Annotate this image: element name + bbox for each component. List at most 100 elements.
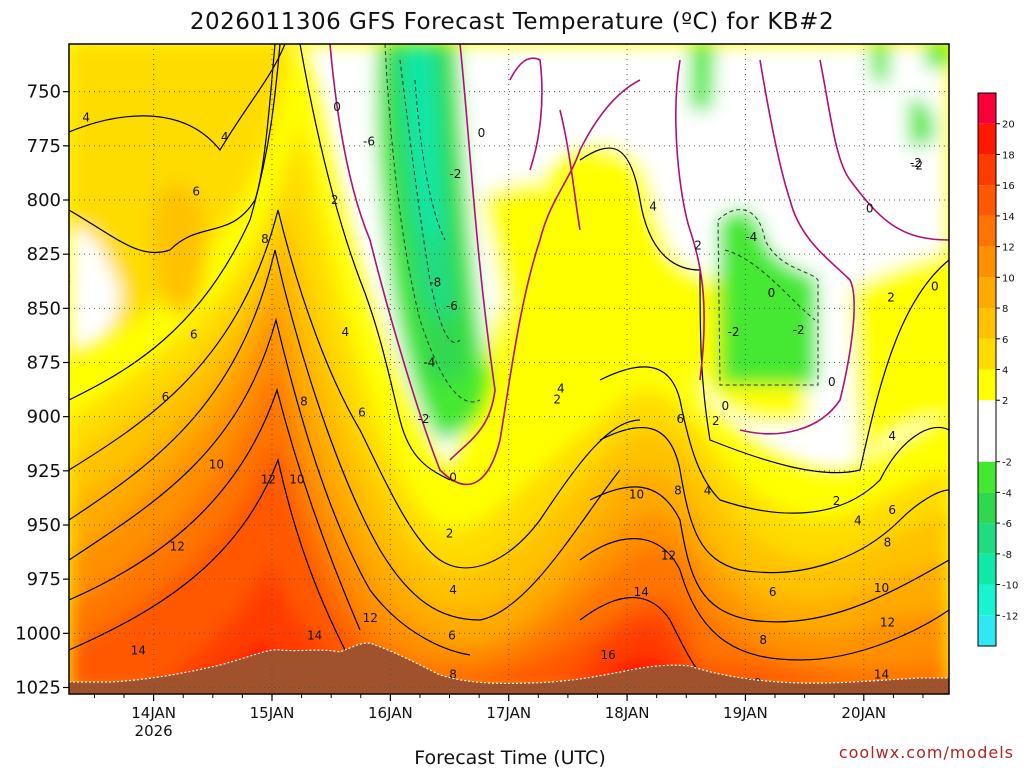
- white-notch: [340, 44, 357, 85]
- contour-label-33: 12: [363, 611, 378, 625]
- contour-label-43: 0: [721, 399, 729, 413]
- contour-4: [69, 44, 286, 152]
- contour-label-5: -8: [429, 275, 441, 289]
- contour-8: [69, 209, 641, 569]
- contour-label-18: 6: [190, 327, 198, 341]
- x-tick-label-4: 18JAN: [605, 704, 650, 722]
- contour-label-66: 14: [874, 668, 889, 682]
- contour-label-52: 12: [661, 548, 676, 562]
- colorbar-swatch-15: [978, 123, 996, 155]
- contour-label-35: 4: [649, 200, 657, 214]
- x-tick-label-5: 19JAN: [723, 704, 768, 722]
- contour-neg-dashed-b: [399, 59, 461, 343]
- contour-label-22: 6: [358, 405, 366, 419]
- temperature-field: [69, 44, 949, 694]
- contour-label-15: 4: [221, 130, 229, 144]
- y-tick-label-3: 825: [27, 244, 61, 265]
- colorbar-swatch-6: [978, 400, 996, 462]
- colorbar-tick-label-5: 10: [1002, 273, 1015, 284]
- colorbar-tick-label-3: 14: [1002, 212, 1015, 223]
- contour-0-d: [675, 59, 705, 381]
- contour-label-8: -2: [418, 412, 430, 426]
- colorbar-tick-label-6: 8: [1002, 304, 1008, 315]
- contour-label-59: 2: [833, 494, 841, 508]
- contour-2: [299, 44, 451, 481]
- y-axis: 750 775 800 825 850 875 900 925 950 975 1000 1025: [15, 82, 69, 699]
- contour-label-60: 4: [854, 514, 862, 528]
- y-tick-label-1: 775: [27, 136, 61, 157]
- x-tick-label-1: 15JAN: [250, 704, 295, 722]
- colorbar-tick-label-9: 2: [1002, 396, 1008, 407]
- contour-label-10: 2: [446, 527, 454, 541]
- colorbar-swatch-13: [978, 185, 996, 216]
- contour-label-63: 8: [884, 535, 892, 549]
- band-minus10-minus8: [405, 44, 440, 244]
- x-tick-label-0: 14JAN: [131, 704, 176, 722]
- contour-neg-dashed-e: [724, 249, 816, 321]
- contour-label-46: -2: [911, 158, 923, 172]
- y-tick-label-10: 1000: [15, 623, 61, 644]
- colorbar-swatch-12: [978, 215, 996, 247]
- colorbar-tick-label-15: -12: [1002, 611, 1018, 622]
- y-tick-label-7: 925: [27, 461, 61, 482]
- colorbar-tick-label-4: 12: [1002, 243, 1015, 254]
- colorbar-swatch-8: [978, 338, 996, 370]
- contour-label-47: 2: [887, 291, 895, 305]
- colorbar-tick-label-1: 18: [1002, 150, 1015, 161]
- x-tick-sublabel-0: 2026: [135, 722, 173, 740]
- y-tick-label-9: 975: [27, 569, 61, 590]
- contour-label-21: 4: [342, 325, 350, 339]
- contour-label-38: 4: [557, 382, 565, 396]
- contour-0-c: [559, 109, 581, 231]
- contour-label-6: -6: [446, 299, 458, 313]
- contour-label-48: 0: [931, 280, 939, 294]
- contour-lines: [69, 44, 949, 691]
- contour-label-17: 2: [63, 271, 71, 285]
- yellow-right: [850, 250, 949, 470]
- colorbar: 20 18 16 14 12 10 8 6 4 2 -2 -4 -6 -8 -10 -12: [977, 92, 1018, 647]
- white-left-pocket: [69, 228, 120, 350]
- contour-label-56: 6: [769, 585, 777, 599]
- green-top-d: [908, 99, 935, 150]
- contour-0-e: [739, 59, 855, 435]
- colorbar-swatch-11: [978, 246, 996, 278]
- contour-label-27: 8: [43, 488, 51, 502]
- contour-label-61: 4: [888, 429, 896, 443]
- x-axis-title: Forecast Time (UTC): [414, 747, 605, 768]
- contour-label-44: 2: [712, 414, 720, 428]
- terrain: [69, 642, 949, 694]
- colorbar-swatch-16: [978, 93, 996, 124]
- contour-label-box-27: [43, 488, 52, 501]
- colorbar-tick-label-14: -10: [1002, 581, 1018, 592]
- contour-label-41: -2: [793, 323, 805, 337]
- colorbar-swatch-14: [978, 154, 996, 186]
- green-top-a: [690, 44, 715, 110]
- contour-label-39: -4: [745, 230, 757, 244]
- contour-neg-dashed-c: [414, 79, 446, 241]
- colorbar-swatch-7: [978, 369, 996, 401]
- yellow-tongue: [480, 181, 565, 390]
- colorbar-swatch-5: [978, 461, 996, 493]
- contour-label-45: 0: [866, 202, 874, 216]
- colorbar-swatch-9: [978, 308, 996, 339]
- y-tick-label-6: 900: [27, 407, 61, 428]
- band-6-8-upper: [153, 183, 206, 315]
- y-tick-label-8: 950: [27, 515, 61, 536]
- contour-label-67: 0: [828, 375, 836, 389]
- contour-label-29: 14: [131, 644, 146, 658]
- contour-label-68: -2: [910, 156, 922, 170]
- contour-8-right: [599, 426, 949, 574]
- contour-12: [69, 317, 471, 656]
- contour-label-28: 12: [170, 540, 185, 554]
- contour-label-57: 8: [759, 633, 767, 647]
- contour-10: [69, 249, 621, 621]
- contour-label-49: 6: [677, 412, 685, 426]
- contour-label-32: 14: [307, 629, 322, 643]
- contour-label-2: 0: [478, 126, 486, 140]
- contour-label-42: -2: [728, 325, 740, 339]
- colorbar-tick-label-13: -8: [1002, 550, 1012, 561]
- green-right-region: [718, 209, 818, 385]
